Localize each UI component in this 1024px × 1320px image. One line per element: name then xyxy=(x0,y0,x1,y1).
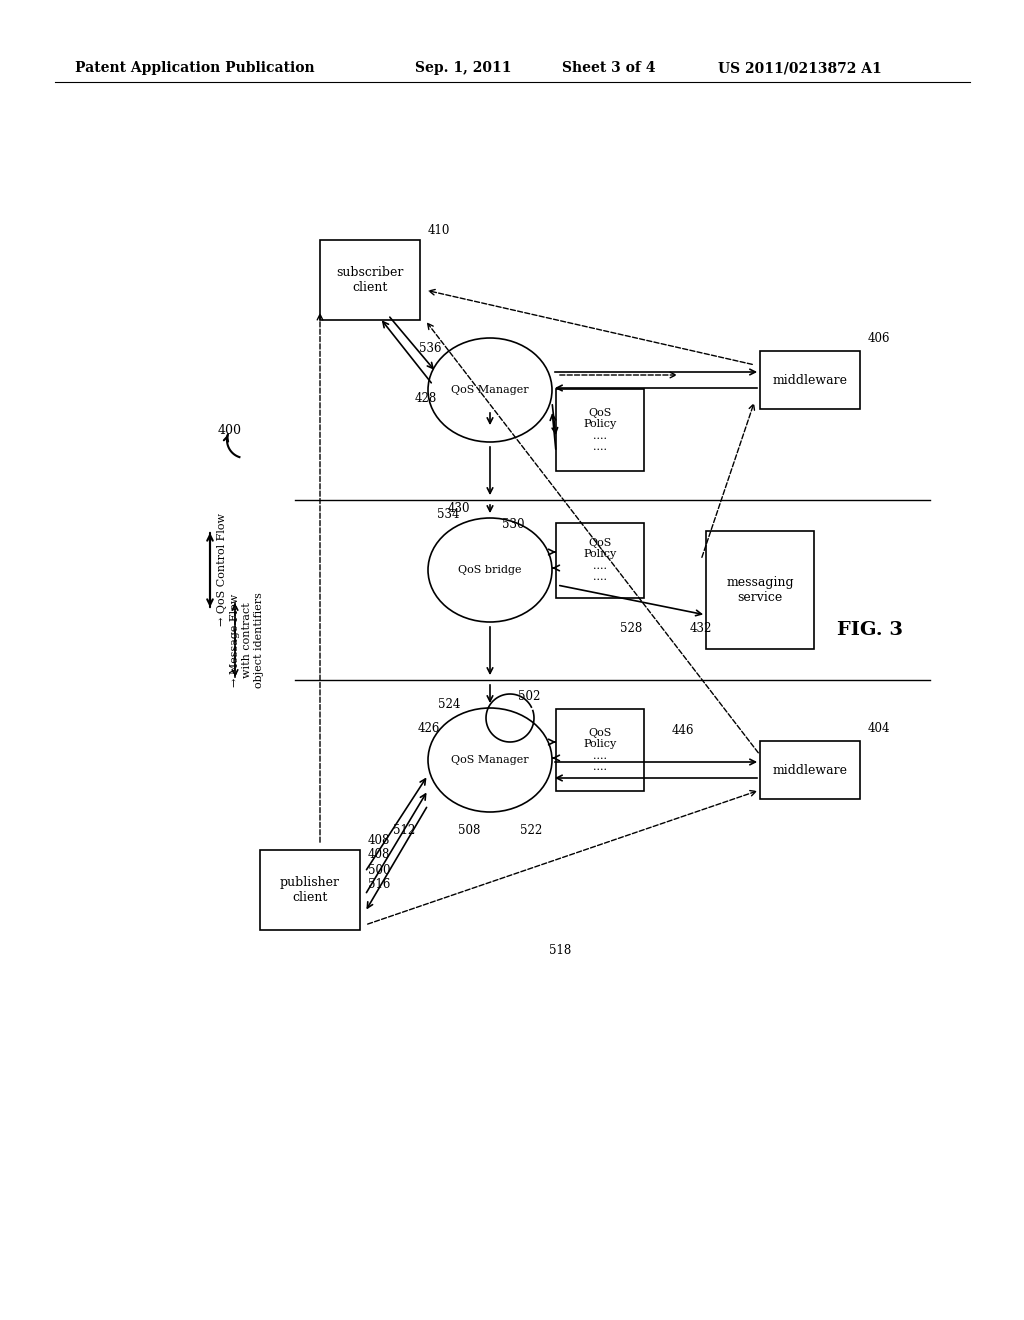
FancyBboxPatch shape xyxy=(556,523,644,598)
Text: 404: 404 xyxy=(868,722,891,734)
Text: 508: 508 xyxy=(458,824,480,837)
Text: Sheet 3 of 4: Sheet 3 of 4 xyxy=(562,61,655,75)
Text: 518: 518 xyxy=(549,944,571,957)
Text: US 2011/0213872 A1: US 2011/0213872 A1 xyxy=(718,61,882,75)
Text: 516: 516 xyxy=(368,879,390,891)
Text: 524: 524 xyxy=(437,698,460,711)
Text: 512: 512 xyxy=(393,824,415,837)
Text: 534: 534 xyxy=(437,508,460,521)
FancyBboxPatch shape xyxy=(319,240,420,319)
Text: 502: 502 xyxy=(518,689,541,702)
Text: 408: 408 xyxy=(368,833,390,846)
Text: → QoS Control Flow: → QoS Control Flow xyxy=(217,513,227,627)
Text: middleware: middleware xyxy=(772,763,848,776)
Text: QoS
Policy
....
....: QoS Policy .... .... xyxy=(584,727,616,772)
Text: QoS bridge: QoS bridge xyxy=(459,565,522,576)
Text: Sep. 1, 2011: Sep. 1, 2011 xyxy=(415,61,512,75)
Ellipse shape xyxy=(428,517,552,622)
Text: 528: 528 xyxy=(620,622,642,635)
Ellipse shape xyxy=(428,708,552,812)
Text: 432: 432 xyxy=(690,622,713,635)
Text: 400: 400 xyxy=(218,424,242,437)
Text: 410: 410 xyxy=(428,223,451,236)
FancyBboxPatch shape xyxy=(556,389,644,471)
FancyBboxPatch shape xyxy=(260,850,360,931)
Text: 426: 426 xyxy=(418,722,440,734)
Text: QoS Manager: QoS Manager xyxy=(452,385,528,395)
Text: QoS
Policy
....
....: QoS Policy .... .... xyxy=(584,537,616,582)
Ellipse shape xyxy=(428,338,552,442)
Text: 446: 446 xyxy=(672,723,694,737)
FancyBboxPatch shape xyxy=(760,741,860,799)
Text: 522: 522 xyxy=(520,824,543,837)
Text: 428: 428 xyxy=(415,392,437,404)
Text: 430: 430 xyxy=(447,502,470,515)
Text: 536: 536 xyxy=(419,342,441,355)
Text: 500: 500 xyxy=(368,863,390,876)
Text: → Message Flow
with contract
object identifiers: → Message Flow with contract object iden… xyxy=(230,593,263,688)
Text: 406: 406 xyxy=(868,331,891,345)
Text: Patent Application Publication: Patent Application Publication xyxy=(75,61,314,75)
Text: 530: 530 xyxy=(502,519,524,532)
FancyBboxPatch shape xyxy=(760,351,860,409)
Text: 408: 408 xyxy=(368,847,390,861)
Text: FIG. 3: FIG. 3 xyxy=(837,620,903,639)
Text: middleware: middleware xyxy=(772,374,848,387)
Text: publisher
client: publisher client xyxy=(280,876,340,904)
Text: subscriber
client: subscriber client xyxy=(336,267,403,294)
FancyBboxPatch shape xyxy=(556,709,644,791)
Text: QoS Manager: QoS Manager xyxy=(452,755,528,766)
FancyBboxPatch shape xyxy=(706,531,814,649)
Text: messaging
service: messaging service xyxy=(726,576,794,605)
Text: QoS
Policy
....
....: QoS Policy .... .... xyxy=(584,408,616,453)
